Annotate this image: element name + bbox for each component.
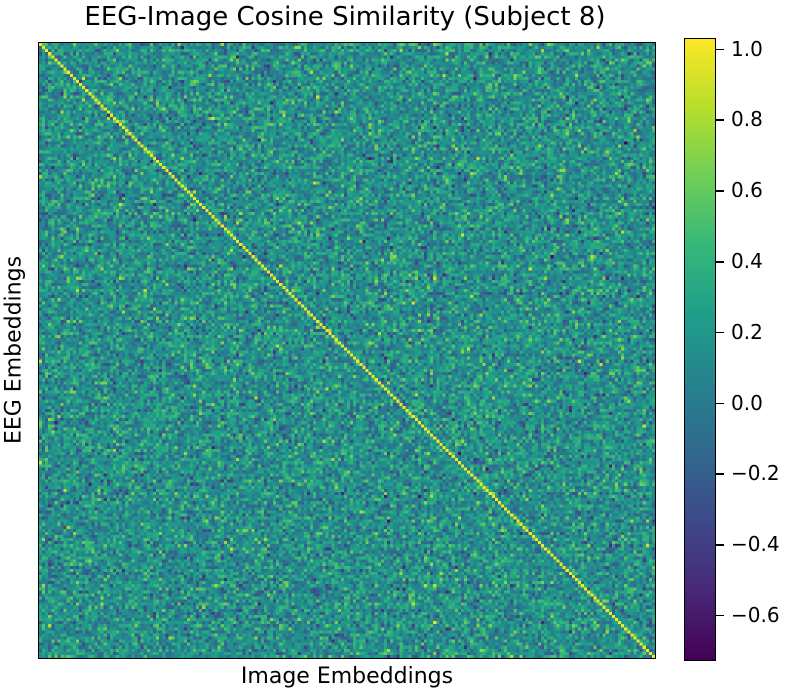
x-axis-label: Image Embeddings	[240, 664, 454, 689]
colorbar-tick	[716, 473, 724, 475]
colorbar-tick	[716, 614, 724, 617]
colorbar-tick-label: −0.4	[731, 532, 780, 557]
colorbar-tick	[716, 190, 724, 192]
heatmap-cells	[39, 43, 655, 658]
colorbar-tick-label: 0.0	[731, 390, 763, 415]
colorbar-tick	[716, 261, 724, 263]
colorbar-tick-label: 1.0	[731, 36, 763, 61]
colorbar-tick	[716, 119, 724, 121]
colorbar-tick-label: 0.4	[731, 249, 763, 273]
y-axis-label: EEG Embeddings	[1, 255, 27, 445]
chart-title: EEG-Image Cosine Similarity (Subject 8)	[84, 2, 606, 32]
heatmap-plot	[38, 42, 656, 659]
colorbar-tick	[716, 402, 724, 405]
colorbar-tick	[716, 48, 724, 51]
colorbar-tick-label: −0.2	[731, 461, 780, 486]
colorbar-tick	[716, 544, 724, 546]
colorbar-tick-label: 0.2	[731, 319, 763, 344]
colorbar	[684, 38, 716, 661]
colorbar-tick-label: 0.8	[731, 107, 763, 132]
colorbar-tick	[716, 331, 724, 334]
colorbar-tick-label: 0.6	[731, 178, 763, 203]
colorbar-tick-label: −0.6	[731, 602, 780, 627]
